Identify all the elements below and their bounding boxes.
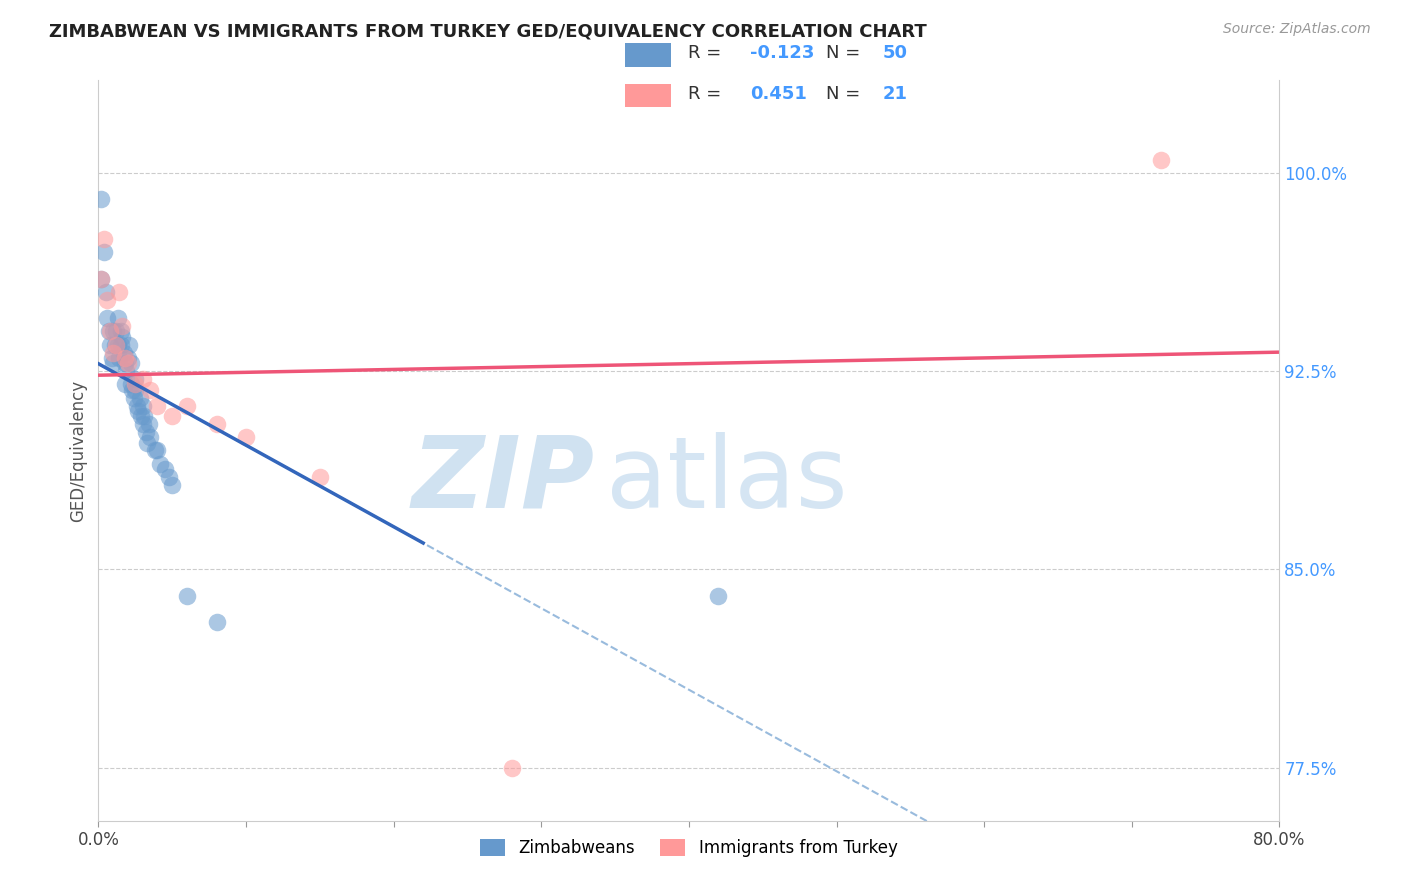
Point	[149, 457, 172, 471]
Point	[105, 325, 128, 339]
Text: 0.451: 0.451	[751, 85, 807, 103]
Point	[118, 337, 141, 351]
Point	[136, 435, 159, 450]
Point	[129, 409, 152, 423]
Point	[98, 325, 121, 339]
Point	[104, 337, 127, 351]
Point	[111, 319, 134, 334]
Point	[127, 404, 149, 418]
Point	[125, 399, 148, 413]
Point	[120, 377, 142, 392]
Point	[138, 417, 160, 431]
Point	[117, 356, 139, 370]
Legend: Zimbabweans, Immigrants from Turkey: Zimbabweans, Immigrants from Turkey	[474, 832, 904, 864]
Point	[105, 337, 128, 351]
Point	[143, 443, 166, 458]
Text: R =: R =	[688, 85, 727, 103]
Point	[124, 372, 146, 386]
Point	[132, 372, 155, 386]
Point	[153, 462, 176, 476]
Point	[96, 293, 118, 307]
Point	[120, 356, 142, 370]
Text: -0.123: -0.123	[751, 45, 814, 62]
Point	[117, 351, 139, 365]
Text: R =: R =	[688, 45, 727, 62]
Point	[111, 330, 134, 344]
Point	[103, 325, 125, 339]
Point	[107, 337, 129, 351]
Point	[134, 409, 156, 423]
Point	[107, 311, 129, 326]
Point	[115, 364, 138, 378]
Point	[98, 337, 121, 351]
Point	[108, 351, 131, 365]
Point	[112, 345, 135, 359]
Point	[114, 356, 136, 370]
Point	[124, 383, 146, 397]
Point	[132, 417, 155, 431]
Point	[103, 356, 125, 370]
Point	[146, 399, 169, 413]
Text: 50: 50	[883, 45, 907, 62]
Point	[94, 285, 117, 299]
Point	[707, 589, 730, 603]
Point	[108, 285, 131, 299]
Bar	[624, 43, 671, 67]
Point	[121, 383, 143, 397]
Point	[110, 337, 132, 351]
Point	[96, 311, 118, 326]
Point	[205, 615, 228, 630]
Point	[122, 391, 145, 405]
Point	[103, 345, 125, 359]
Point	[176, 589, 198, 603]
Point	[162, 478, 183, 492]
Text: N =: N =	[827, 45, 866, 62]
Point	[110, 325, 132, 339]
Point	[157, 470, 180, 484]
Point	[501, 761, 523, 775]
Point	[205, 417, 228, 431]
Point	[309, 470, 332, 484]
Point	[135, 425, 157, 439]
Point	[1150, 153, 1173, 167]
Point	[93, 232, 115, 246]
Text: 21: 21	[883, 85, 907, 103]
Point	[97, 325, 120, 339]
Text: N =: N =	[827, 85, 866, 103]
Text: ZIMBABWEAN VS IMMIGRANTS FROM TURKEY GED/EQUIVALENCY CORRELATION CHART: ZIMBABWEAN VS IMMIGRANTS FROM TURKEY GED…	[49, 22, 927, 40]
Point	[90, 271, 112, 285]
Point	[93, 245, 115, 260]
Text: atlas: atlas	[606, 432, 848, 529]
Point	[124, 377, 146, 392]
Point	[139, 430, 162, 444]
Point	[90, 192, 112, 206]
Text: Source: ZipAtlas.com: Source: ZipAtlas.com	[1223, 22, 1371, 37]
Point	[114, 351, 136, 365]
Point	[235, 430, 257, 444]
Y-axis label: GED/Equivalency: GED/Equivalency	[69, 379, 87, 522]
Point	[90, 271, 112, 285]
Text: ZIP: ZIP	[412, 432, 595, 529]
Point	[162, 409, 183, 423]
Point	[132, 399, 155, 413]
Point	[139, 383, 162, 397]
Point	[128, 391, 150, 405]
Bar	[624, 84, 671, 108]
Point	[176, 399, 198, 413]
Point	[100, 351, 122, 365]
Point	[146, 443, 169, 458]
Point	[114, 377, 136, 392]
